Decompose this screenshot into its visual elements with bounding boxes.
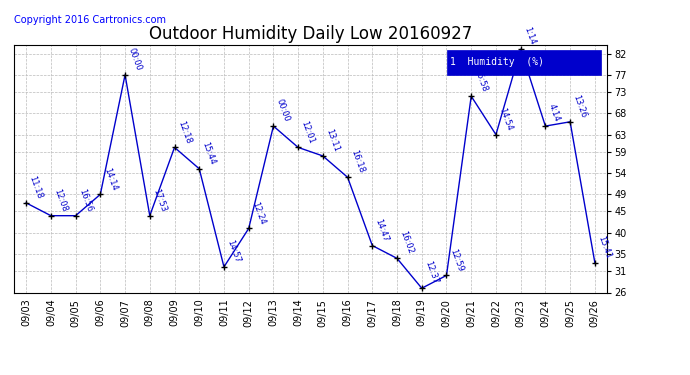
Text: 12:24: 12:24 (250, 200, 266, 226)
Text: 14:54: 14:54 (497, 106, 514, 132)
Text: 13:26: 13:26 (571, 93, 588, 119)
Text: 14:14: 14:14 (101, 166, 118, 192)
Text: 12:59: 12:59 (448, 247, 464, 273)
Text: 16:56: 16:56 (77, 187, 94, 213)
Text: 15:41: 15:41 (596, 234, 613, 260)
Text: 00:00: 00:00 (126, 47, 143, 72)
Title: Outdoor Humidity Daily Low 20160927: Outdoor Humidity Daily Low 20160927 (149, 26, 472, 44)
Text: 15:58: 15:58 (473, 68, 489, 93)
Text: 1  Humidity  (%): 1 Humidity (%) (450, 57, 544, 68)
Text: 14:47: 14:47 (374, 217, 391, 243)
Text: 12:37: 12:37 (423, 260, 440, 285)
Text: 16:18: 16:18 (349, 149, 366, 174)
Bar (447, 50, 601, 75)
Text: 1:14: 1:14 (522, 26, 537, 46)
Text: 13:11: 13:11 (324, 128, 341, 153)
Text: 17:53: 17:53 (151, 187, 168, 213)
Text: 4:14: 4:14 (546, 103, 562, 123)
Text: 14:57: 14:57 (226, 238, 242, 264)
Text: 12:18: 12:18 (176, 119, 193, 145)
Text: 12:08: 12:08 (52, 188, 69, 213)
Text: 12:01: 12:01 (299, 119, 316, 145)
Text: 00:00: 00:00 (275, 98, 291, 123)
Text: 15:44: 15:44 (201, 141, 217, 166)
Text: Copyright 2016 Cartronics.com: Copyright 2016 Cartronics.com (14, 15, 166, 25)
Text: 11:18: 11:18 (28, 175, 44, 200)
Text: 16:02: 16:02 (398, 230, 415, 256)
